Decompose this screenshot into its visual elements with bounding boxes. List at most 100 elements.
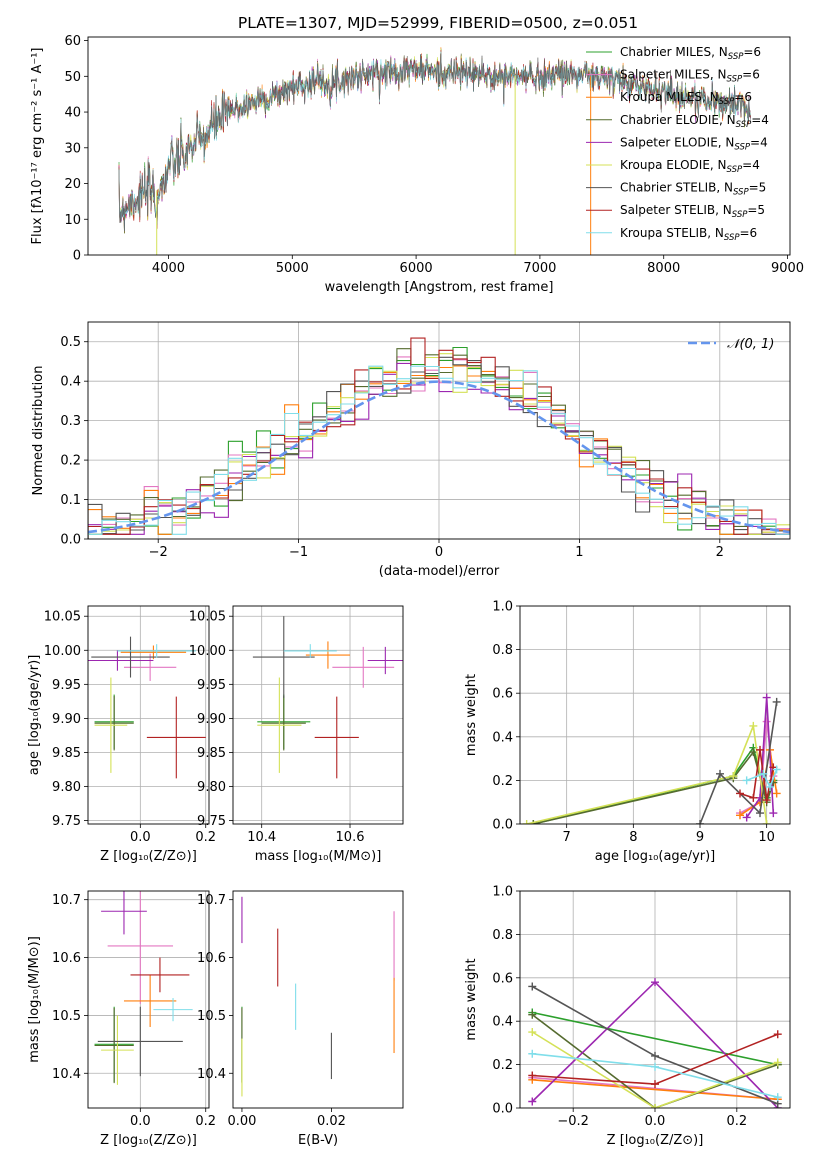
- y-tick-label: 10.5: [52, 1009, 81, 1024]
- y-tick-label: 0.3: [60, 414, 81, 429]
- weight-marker: [749, 721, 758, 730]
- y-tick-label: 1.0: [492, 600, 513, 615]
- weight-marker: [528, 1097, 537, 1106]
- weight-marker: [528, 1010, 537, 1019]
- weight-marker: [773, 1093, 782, 1102]
- weight-marker: [651, 1062, 659, 1071]
- legend-label-text: Salpeter STELIB, N: [620, 203, 732, 217]
- x-tick-label: 10: [758, 830, 775, 845]
- plot-area: [88, 891, 209, 1108]
- legend-label-subscript: SSP: [732, 210, 748, 220]
- y-tick-label: 9.75: [52, 814, 81, 829]
- y-tick-label: 60: [64, 34, 81, 49]
- plot-area: [118, 47, 751, 255]
- legend-label-tail: =4: [751, 113, 769, 127]
- x-tick-label: 10.6: [336, 830, 365, 845]
- x-tick-label: 10.4: [247, 830, 276, 845]
- legend-label: Kroupa MILES, NSSP=6: [620, 90, 752, 107]
- y-tick-label: 10.5: [197, 1009, 226, 1024]
- y-axis-label: mass [log₁₀(M/M⊙)]: [27, 936, 42, 1063]
- y-tick-label: 9.85: [52, 746, 81, 761]
- x-axis-label: Z [log₁₀(Z/Z⊙)]: [100, 1133, 197, 1148]
- x-tick-label: 0.00: [227, 1114, 256, 1129]
- weight-marker: [749, 793, 758, 802]
- axes-frame: [519, 605, 791, 825]
- chart-age-vs-mass: 10.4 10.6 9.75 9.80 9.85 9.90 9.95 10.00 10.05 ma…: [189, 605, 404, 864]
- weight-marker: [769, 809, 778, 818]
- weight-marker: [766, 782, 774, 791]
- legend-label-subscript: SSP: [727, 165, 743, 175]
- axes-frame: [87, 890, 210, 1109]
- legend-label: Kroupa STELIB, NSSP=6: [620, 226, 757, 243]
- y-tick-label: 10.00: [189, 644, 226, 659]
- x-tick-label: 9: [696, 830, 704, 845]
- y-tick-label: 0: [73, 249, 81, 264]
- y-tick-label: 10.05: [44, 610, 81, 625]
- weight-marker: [736, 811, 744, 820]
- x-tick-label: 7: [563, 830, 571, 845]
- weight-line-3: [531, 1014, 778, 1108]
- plot-area: [520, 606, 790, 824]
- weight-marker: [749, 748, 758, 757]
- legend-label: Salpeter MILES, NSSP=6: [620, 68, 760, 85]
- plot-area: [233, 606, 403, 824]
- y-tick-label: 20: [64, 177, 81, 192]
- y-tick-label: 0.8: [492, 643, 513, 658]
- x-tick-label: 1: [575, 545, 583, 560]
- x-axis-label: wavelength [Angstrom, rest frame]: [325, 280, 554, 295]
- y-axis-label: Flux [fλ10⁻¹⁷ erg cm⁻² s⁻¹ A⁻¹]: [30, 48, 45, 245]
- y-tick-label: 10.7: [197, 893, 226, 908]
- y-tick-label: 0.8: [492, 928, 513, 943]
- y-tick-label: 0.0: [60, 533, 81, 548]
- legend-label-subscript: SSP: [724, 233, 740, 243]
- y-tick-label: 10.05: [189, 610, 226, 625]
- x-tick-label: 0.0: [130, 1114, 151, 1129]
- weight-marker: [528, 1071, 537, 1080]
- legend-label-text: Kroupa MILES, N: [620, 90, 719, 104]
- x-tick-label: 8: [629, 830, 637, 845]
- legend-label-subscript: SSP: [719, 97, 735, 107]
- weight-marker: [759, 769, 768, 778]
- axes-frame: [87, 605, 210, 825]
- y-tick-label: 0.0: [492, 1102, 513, 1117]
- legend-label-text: Chabrier MILES, N: [620, 45, 728, 59]
- y-tick-label: 0.4: [492, 1015, 513, 1030]
- x-tick-label: −1: [289, 545, 308, 560]
- y-tick-label: 0.2: [492, 1058, 513, 1073]
- weight-marker: [528, 982, 537, 991]
- y-tick-label: 10.6: [197, 951, 226, 966]
- y-tick-label: 0.6: [492, 687, 513, 702]
- y-tick-label: 10.7: [52, 893, 81, 908]
- weight-marker: [762, 796, 771, 805]
- weight-marker: [762, 693, 771, 702]
- weight-marker: [742, 776, 751, 785]
- plot-area: [88, 606, 209, 824]
- x-tick-label: 2: [716, 545, 724, 560]
- y-tick-label: 1.0: [492, 885, 513, 900]
- legend-label-subscript: SSP: [728, 52, 744, 62]
- y-tick-label: 10.4: [197, 1067, 226, 1082]
- y-axis-label: mass weight: [464, 674, 479, 756]
- weight-marker: [756, 745, 764, 754]
- axes-frame: [87, 36, 791, 256]
- axes-frame: [519, 890, 791, 1109]
- x-tick-label: 0.0: [130, 830, 151, 845]
- plot-area: [241, 896, 395, 1097]
- y-tick-label: 9.85: [197, 746, 226, 761]
- axes-frame: [232, 605, 404, 825]
- y-tick-label: 0.1: [60, 493, 81, 508]
- weight-marker: [651, 1104, 659, 1108]
- axes-frame: [87, 321, 791, 540]
- x-tick-label: 5000: [276, 261, 309, 276]
- weight-marker: [651, 1051, 659, 1060]
- y-tick-label: 10: [64, 213, 81, 228]
- chart-residuals: −2 −1 0 1 2 0.0 0.1 0.2 0.3 0.4 0.5 (data-model)/er…: [31, 321, 791, 579]
- x-tick-label: 0.0: [645, 1114, 666, 1129]
- x-tick-label: 0.2: [195, 830, 216, 845]
- weight-marker: [716, 769, 724, 778]
- chart-mass-vs-Z: 0.0 0.2 10.4 10.5 10.6 10.7 Z [log₁₀(Z/Z⊙)] mas…: [27, 890, 216, 1148]
- x-tick-label: 0.2: [726, 1114, 747, 1129]
- legend-label-tail: =6: [742, 68, 760, 82]
- weight-marker: [762, 717, 771, 726]
